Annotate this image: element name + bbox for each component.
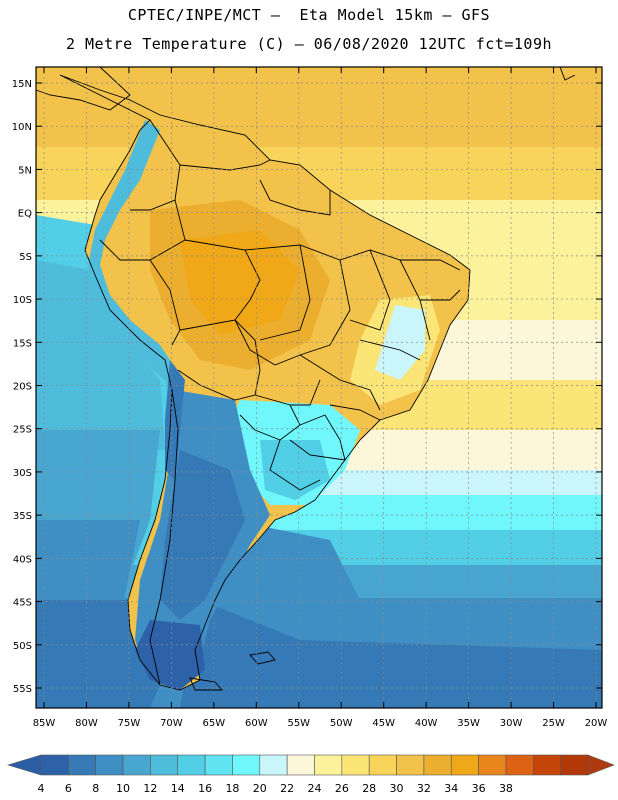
map-title: CPTEC/INPE/MCT – Eta Model 15km – GFS — [127, 6, 491, 24]
colorbar-label: 20 — [253, 782, 267, 795]
lat-label: 5S — [19, 252, 32, 263]
lon-label: 35W — [457, 718, 480, 729]
colorbar-swatch — [341, 754, 370, 776]
lon-label: 45W — [372, 718, 395, 729]
colorbar-swatch — [396, 754, 425, 776]
colorbar-labels: 4 6 8 10 12 14 16 18 20 22 24 26 28 30 32 34 36 38 — [38, 782, 513, 795]
colorbar-label: 30 — [390, 782, 404, 795]
colorbar-swatch — [259, 754, 288, 776]
colorbar-swatch — [478, 754, 507, 776]
colorbar-swatch — [95, 754, 124, 776]
colorbar-swatch — [368, 754, 397, 776]
lon-label: 70W — [160, 718, 183, 729]
lon-label: 65W — [203, 718, 226, 729]
colorbar-label: 18 — [225, 782, 239, 795]
colorbar-label: 36 — [472, 782, 486, 795]
colorbar-label: 8 — [92, 782, 99, 795]
lon-label: 50W — [330, 718, 353, 729]
lat-label: 15N — [12, 79, 32, 90]
colorbar-swatch — [150, 754, 179, 776]
colorbar-swatch — [560, 754, 589, 776]
colorbar-swatch — [314, 754, 343, 776]
lon-label: 75W — [118, 718, 141, 729]
lat-label: 20S — [13, 382, 32, 393]
lon-label: 55W — [287, 718, 310, 729]
colorbar-label: 24 — [308, 782, 322, 795]
colorbar-label: 6 — [65, 782, 72, 795]
lon-label: 85W — [33, 718, 56, 729]
lon-label: 20W — [585, 718, 608, 729]
lon-label: 30W — [500, 718, 523, 729]
colorbar-swatch — [204, 754, 233, 776]
lat-label: 10S — [13, 295, 32, 306]
colorbar-swatch — [532, 754, 561, 776]
colorbar-label: 28 — [362, 782, 376, 795]
lat-label: EQ — [18, 209, 32, 220]
lon-label: 25W — [542, 718, 565, 729]
colorbar-swatch — [122, 754, 151, 776]
lat-label: 5N — [18, 165, 32, 176]
colorbar — [6, 754, 615, 776]
lat-label: 25S — [13, 425, 32, 436]
colorbar-label: 26 — [335, 782, 349, 795]
axis-ticks — [36, 67, 602, 708]
longitude-labels: 85W 80W 75W 70W 65W 60W 55W 50W 45W 40W 35W 30W 25W 2… — [33, 718, 608, 729]
colorbar-swatch — [232, 754, 261, 776]
colorbar-label: 34 — [444, 782, 458, 795]
lat-label: 35S — [13, 511, 32, 522]
latitude-labels: 15N 10N 5N EQ 5S 10S 15S 20S 25S 30S 35S 40S 45S 50S 5… — [12, 79, 32, 695]
map-subtitle: 2 Metre Temperature (C) – 06/08/2020 12U… — [65, 35, 553, 53]
colorbar-swatch — [505, 754, 534, 776]
country-borders — [35, 66, 576, 691]
colorbar-arrow-low — [6, 754, 42, 776]
colorbar-swatch — [68, 754, 96, 776]
colorbar-swatch — [286, 754, 315, 776]
lat-label: 40S — [13, 554, 32, 565]
lat-label: 45S — [13, 598, 32, 609]
colorbar-label: 38 — [499, 782, 513, 795]
colorbar-swatch — [177, 754, 206, 776]
lon-label: 60W — [245, 718, 268, 729]
graticule — [36, 67, 602, 708]
colorbar-label: 4 — [38, 782, 45, 795]
colorbar-swatch — [40, 754, 69, 776]
lat-label: 55S — [13, 684, 32, 695]
map-frame — [35, 66, 603, 709]
colorbar-label: 10 — [116, 782, 130, 795]
colorbar-swatch — [423, 754, 452, 776]
colorbar-label: 14 — [171, 782, 185, 795]
map-field — [36, 67, 602, 708]
colorbar-label: 16 — [198, 782, 212, 795]
lat-label: 10N — [12, 122, 32, 133]
colorbar-label: 32 — [417, 782, 431, 795]
lon-label: 40W — [415, 718, 438, 729]
lat-label: 15S — [13, 338, 32, 349]
lat-label: 50S — [13, 641, 32, 652]
colorbar-swatch — [450, 754, 479, 776]
lon-label: 80W — [75, 718, 98, 729]
colorbar-arrow-high — [587, 754, 615, 776]
lat-label: 30S — [13, 468, 32, 479]
colorbar-label: 12 — [143, 782, 157, 795]
colorbar-label: 22 — [280, 782, 294, 795]
